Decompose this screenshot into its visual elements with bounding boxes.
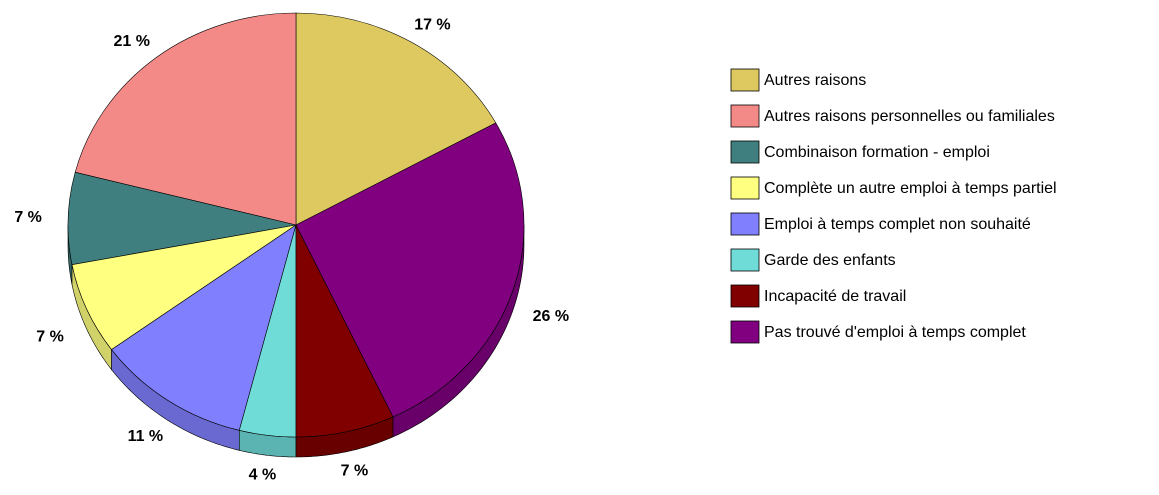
slice-side-shade [72, 264, 112, 370]
data-label: 26 % [533, 308, 569, 325]
legend-label: Autres raisons personnelles ou familiale… [764, 108, 1055, 125]
legend-label: Garde des enfants [764, 252, 896, 269]
legend-swatch [730, 176, 760, 200]
slice-side-shade [239, 430, 296, 457]
legend-swatch [730, 284, 760, 308]
legend-label: Complète un autre emploi à temps partiel [764, 180, 1057, 197]
data-label: 7 % [36, 328, 64, 345]
legend-label: Pas trouvé d'emploi à temps complet [764, 324, 1026, 341]
data-label: 7 % [341, 463, 369, 480]
slice-side-shade [393, 225, 524, 437]
data-label: 4 % [249, 466, 277, 483]
legend-swatch [730, 140, 760, 164]
legend-swatch [730, 248, 760, 272]
data-label: 21 % [114, 33, 150, 50]
slice [111, 224, 297, 431]
legend-label: Autres raisons [764, 72, 866, 89]
legend-swatch [730, 320, 760, 344]
slice [295, 12, 497, 226]
data-label: 17 % [414, 17, 450, 34]
slice-side-shade [111, 349, 240, 451]
legend-label: Incapacité de travail [764, 288, 906, 305]
slice [74, 12, 297, 226]
slice-side-shade [296, 416, 394, 457]
legend-swatch [730, 68, 760, 92]
slice [295, 122, 525, 418]
legend-label: Combinaison formation - emploi [764, 144, 990, 161]
data-label: 11 % [128, 428, 164, 445]
legend-swatch [730, 212, 760, 236]
legend-label: Emploi à temps complet non souhaité [764, 216, 1031, 233]
legend-swatch [730, 104, 760, 128]
data-label: 7 % [14, 209, 42, 226]
